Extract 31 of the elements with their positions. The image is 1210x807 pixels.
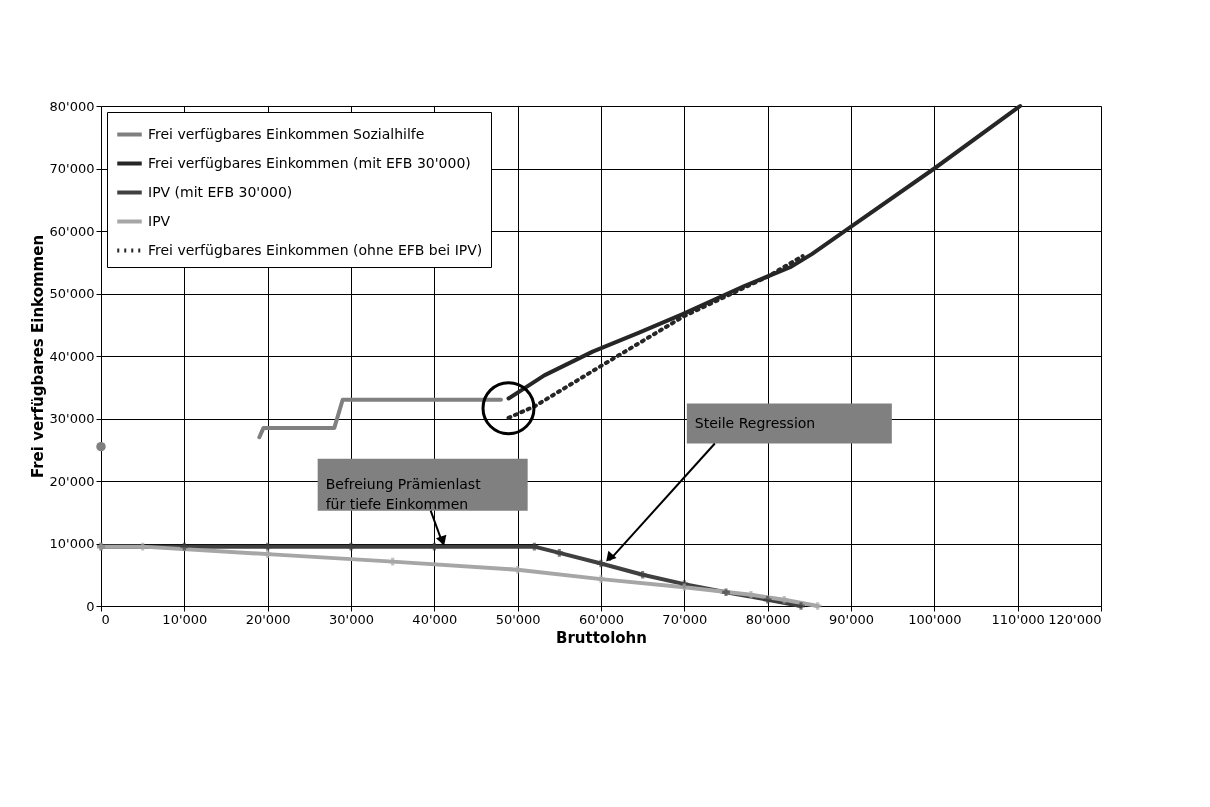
x-tick-label: 10'000 [162, 611, 208, 627]
legend-label: Frei verfügbares Einkommen (ohne EFB bei IPV) [148, 241, 483, 258]
legend-label: Frei verfügbares Einkommen (mit EFB 30'000) [148, 154, 471, 171]
legend-label: IPV (mit EFB 30'000) [148, 183, 293, 200]
x-tick-label: 0 [101, 611, 110, 627]
x-tick-label: 60'000 [579, 611, 624, 627]
annotation: Steile Regression [694, 414, 816, 431]
y-axis-title: Frei verfügbares Einkommen [28, 234, 47, 479]
x-tick-label: 80'000 [745, 611, 791, 627]
y-tick-label: 30'000 [49, 411, 95, 426]
x-tick-label: 90'000 [829, 611, 874, 627]
x-tick-label: 110'000 [991, 611, 1045, 627]
legend-label: Frei verfügbares Einkommen Sozialhilfe [148, 125, 425, 142]
y-tick-label: 80'000 [49, 98, 95, 114]
y-tick-label: 60'000 [49, 223, 95, 239]
x-tick-label: 30'000 [329, 611, 374, 627]
y-tick-label: 40'000 [49, 348, 95, 364]
annotation: Befreiung Prämienlast für tiefe Einkommen [325, 475, 482, 512]
legend-label: IPV [148, 212, 171, 229]
x-tick-label: 20'000 [245, 611, 291, 627]
x-axis-title: Bruttolohn [556, 628, 647, 647]
y-tick-label: 20'000 [49, 473, 95, 489]
x-tick-label: 100'000 [908, 611, 962, 627]
y-tick-label: 70'000 [49, 161, 95, 176]
x-tick-label: 70'000 [662, 611, 708, 627]
y-tick-label: 0 [86, 598, 95, 614]
y-tick-label: 10'000 [49, 536, 95, 551]
x-tick-label: 120'000 [1048, 611, 1102, 627]
x-tick-label: 40'000 [412, 611, 458, 627]
x-tick-label: 50'000 [495, 611, 541, 627]
y-tick-label: 50'000 [49, 286, 95, 301]
